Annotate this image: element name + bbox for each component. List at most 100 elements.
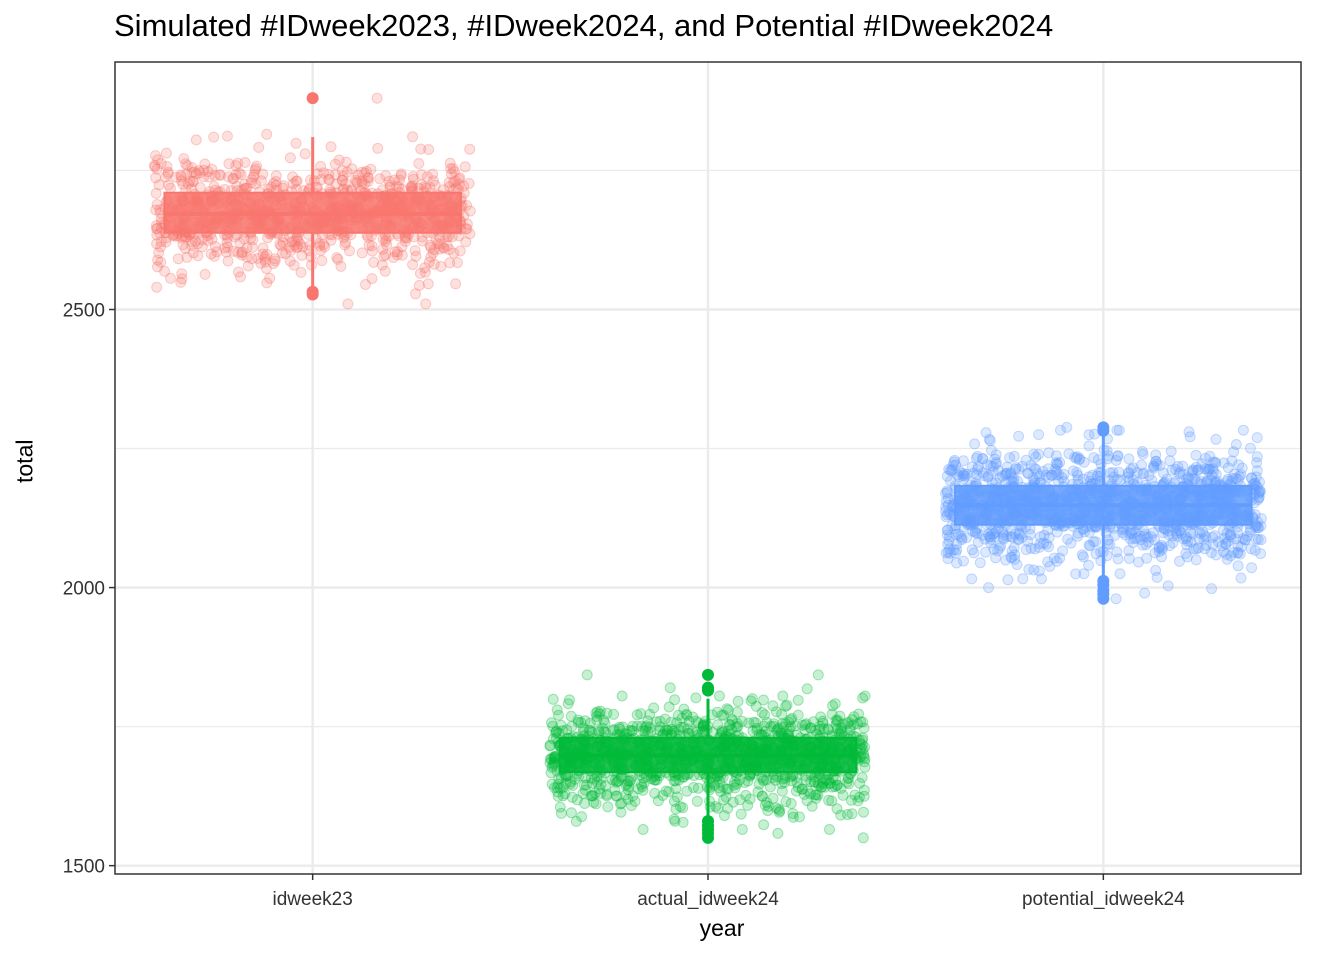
data-point bbox=[405, 180, 417, 192]
data-point bbox=[609, 784, 621, 796]
data-point bbox=[340, 237, 352, 248]
data-point bbox=[270, 179, 282, 191]
data-point bbox=[380, 249, 392, 261]
data-point bbox=[198, 171, 210, 183]
data-point bbox=[407, 171, 419, 182]
data-point bbox=[761, 774, 773, 786]
data-point bbox=[186, 162, 198, 173]
data-point bbox=[257, 242, 269, 254]
data-point bbox=[564, 694, 575, 706]
data-point bbox=[220, 246, 232, 258]
data-point bbox=[222, 255, 234, 267]
data-point bbox=[234, 237, 246, 249]
data-point bbox=[567, 780, 579, 791]
data-point bbox=[598, 714, 610, 726]
data-point bbox=[718, 709, 729, 721]
data-point bbox=[1208, 466, 1220, 478]
data-point bbox=[150, 220, 162, 232]
data-point bbox=[668, 795, 680, 807]
data-point bbox=[1113, 424, 1125, 436]
data-point bbox=[153, 179, 165, 191]
data-point bbox=[587, 790, 599, 802]
data-point bbox=[1246, 472, 1258, 484]
data-point bbox=[997, 526, 1009, 538]
data-point bbox=[575, 717, 587, 728]
data-point bbox=[315, 245, 327, 256]
data-point bbox=[238, 233, 250, 245]
data-point bbox=[341, 166, 353, 178]
data-point bbox=[247, 234, 259, 246]
data-point bbox=[663, 701, 675, 713]
data-point bbox=[152, 154, 164, 166]
data-point bbox=[359, 167, 371, 179]
outlier-point bbox=[1097, 574, 1110, 587]
data-point bbox=[280, 248, 292, 260]
data-point bbox=[758, 819, 770, 831]
data-point bbox=[716, 709, 728, 721]
data-point bbox=[396, 241, 408, 253]
data-point bbox=[940, 501, 952, 513]
data-point bbox=[428, 258, 440, 270]
data-point bbox=[150, 187, 162, 199]
data-point bbox=[1232, 560, 1244, 572]
data-point bbox=[1210, 433, 1222, 445]
data-point bbox=[269, 253, 281, 265]
data-point bbox=[856, 772, 868, 783]
data-point bbox=[150, 150, 161, 162]
data-point bbox=[399, 235, 411, 247]
data-point bbox=[284, 255, 296, 267]
data-point bbox=[1206, 583, 1218, 595]
data-point bbox=[430, 233, 442, 245]
data-point bbox=[566, 791, 578, 803]
data-point bbox=[425, 241, 437, 253]
data-point bbox=[394, 174, 405, 186]
data-point bbox=[325, 234, 337, 246]
data-point bbox=[1126, 528, 1138, 539]
data-point bbox=[356, 178, 368, 189]
data-point bbox=[781, 699, 793, 711]
data-point bbox=[208, 131, 220, 143]
data-point bbox=[419, 262, 431, 274]
data-point bbox=[1009, 553, 1021, 565]
data-point bbox=[599, 717, 611, 729]
data-point bbox=[616, 797, 627, 809]
data-point bbox=[315, 160, 327, 172]
data-point bbox=[410, 288, 421, 300]
data-point bbox=[289, 239, 301, 251]
data-point bbox=[561, 724, 573, 736]
data-point bbox=[806, 800, 818, 812]
data-point bbox=[372, 142, 384, 154]
data-point bbox=[601, 788, 613, 800]
data-point bbox=[427, 168, 439, 180]
data-point bbox=[858, 806, 869, 818]
data-point bbox=[770, 802, 782, 814]
data-point bbox=[1239, 534, 1251, 546]
data-point bbox=[611, 790, 623, 802]
data-point bbox=[648, 702, 660, 714]
data-point bbox=[350, 174, 361, 186]
data-point bbox=[340, 156, 352, 168]
data-point bbox=[184, 175, 196, 187]
data-point bbox=[448, 176, 460, 188]
data-point bbox=[731, 718, 743, 729]
outlier-point bbox=[702, 815, 714, 828]
data-point bbox=[729, 776, 740, 788]
data-point bbox=[414, 267, 426, 279]
data-point bbox=[812, 789, 824, 801]
data-point bbox=[641, 720, 653, 732]
data-point bbox=[746, 693, 758, 705]
data-point bbox=[1020, 544, 1032, 556]
data-point bbox=[242, 260, 254, 272]
data-point bbox=[449, 166, 460, 178]
data-point bbox=[452, 257, 463, 269]
data-point bbox=[642, 715, 654, 727]
data-point bbox=[388, 252, 399, 263]
data-point bbox=[1251, 516, 1263, 528]
data-point bbox=[553, 773, 565, 785]
data-point bbox=[154, 204, 166, 216]
data-point bbox=[1065, 537, 1077, 549]
data-point bbox=[546, 778, 558, 790]
data-point bbox=[1151, 571, 1163, 583]
data-point bbox=[227, 245, 239, 257]
